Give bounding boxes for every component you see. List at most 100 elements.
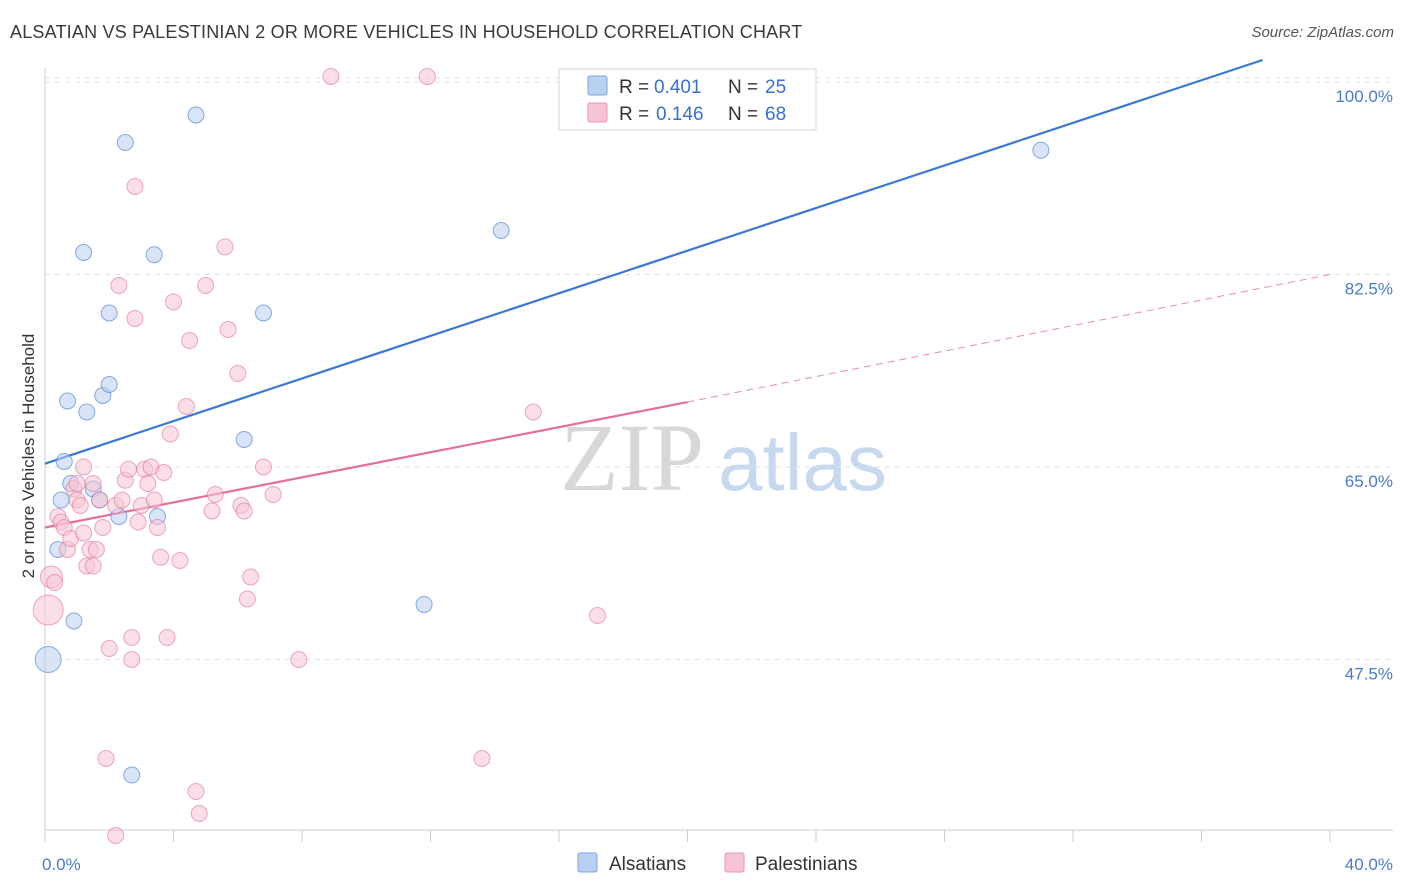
point-palestinians-52 bbox=[229, 365, 247, 382]
point-palestinians-39 bbox=[158, 629, 176, 646]
point-alsatians-16 bbox=[123, 766, 141, 784]
x-tick-max: 40.0% bbox=[1345, 855, 1393, 874]
point-palestinians-55 bbox=[238, 590, 256, 608]
point-palestinians-62 bbox=[473, 750, 491, 767]
x-tick-min: 0.0% bbox=[42, 855, 81, 874]
series-legend: Alsatians Palestinians bbox=[577, 852, 857, 875]
point-palestinians-36 bbox=[148, 519, 166, 536]
point-palestinians-35 bbox=[145, 491, 163, 509]
data-points bbox=[32, 68, 1050, 844]
point-alsatians-24 bbox=[1032, 141, 1050, 159]
point-alsatians-4 bbox=[58, 392, 76, 410]
point-palestinians-19 bbox=[97, 750, 115, 767]
axes bbox=[44, 68, 1393, 842]
point-palestinians-61 bbox=[418, 68, 436, 85]
legend-n-value-palestinians: 68 bbox=[765, 104, 786, 125]
point-alsatians-20 bbox=[235, 431, 253, 448]
point-palestinians-65 bbox=[46, 574, 64, 591]
point-alsatians-6 bbox=[65, 612, 83, 630]
point-palestinians-59 bbox=[290, 651, 308, 668]
point-palestinians-23 bbox=[110, 277, 128, 294]
point-palestinians-38 bbox=[155, 464, 173, 481]
point-palestinians-67 bbox=[129, 513, 147, 531]
point-palestinians-30 bbox=[126, 310, 144, 327]
point-palestinians-17 bbox=[91, 491, 109, 509]
point-palestinians-43 bbox=[177, 398, 195, 415]
point-palestinians-37 bbox=[152, 548, 170, 566]
bottom-legend-label-palestinians: Palestinians bbox=[755, 854, 857, 875]
y-tick-labels: 47.5% 65.0% 82.5% 100.0% bbox=[1335, 87, 1393, 684]
y-tick-label-82.5: 82.5% bbox=[1345, 280, 1393, 299]
point-alsatians-21 bbox=[254, 304, 272, 322]
point-palestinians-15 bbox=[84, 475, 102, 492]
y-tick-label-100: 100.0% bbox=[1335, 87, 1393, 106]
point-alsatians-15 bbox=[116, 134, 134, 151]
trend-line-extension-palestinians bbox=[687, 274, 1331, 403]
point-palestinians-28 bbox=[123, 629, 141, 646]
bottom-legend-swatch-alsatians bbox=[577, 852, 598, 873]
point-palestinians-9 bbox=[71, 497, 89, 514]
point-alsatians-22 bbox=[415, 596, 433, 613]
point-alsatians-2 bbox=[52, 491, 70, 509]
point-alsatians-0 bbox=[34, 646, 62, 673]
point-palestinians-20 bbox=[100, 640, 118, 657]
point-palestinians-54 bbox=[235, 502, 253, 520]
watermark-atlas: atlas bbox=[718, 418, 887, 507]
point-palestinians-57 bbox=[254, 458, 272, 476]
point-alsatians-17 bbox=[145, 246, 163, 264]
point-palestinians-10 bbox=[75, 524, 93, 542]
legend-n-label-alsatians: N = bbox=[728, 77, 758, 98]
point-palestinians-56 bbox=[242, 568, 260, 586]
point-palestinians-42 bbox=[171, 552, 189, 569]
legend-n-label-palestinians: N = bbox=[728, 104, 758, 125]
point-alsatians-7 bbox=[75, 244, 93, 261]
point-palestinians-49 bbox=[206, 486, 224, 503]
point-palestinians-0 bbox=[32, 594, 64, 626]
point-alsatians-13 bbox=[100, 304, 118, 322]
stats-legend: R = 0.401 N = 25 R = 0.146 N = 68 bbox=[558, 68, 817, 131]
point-palestinians-16 bbox=[87, 541, 105, 558]
point-palestinians-46 bbox=[190, 805, 208, 822]
point-palestinians-41 bbox=[165, 293, 182, 311]
legend-r-label-alsatians: R = bbox=[619, 77, 649, 98]
point-palestinians-40 bbox=[161, 425, 179, 443]
legend-swatch-alsatians bbox=[587, 75, 608, 96]
legend-r-label-palestinians: R = bbox=[619, 104, 649, 125]
point-alsatians-3 bbox=[55, 453, 73, 470]
point-palestinians-24 bbox=[113, 491, 131, 509]
point-palestinians-18 bbox=[94, 519, 112, 536]
point-alsatians-12 bbox=[100, 376, 118, 393]
point-palestinians-63 bbox=[524, 403, 542, 421]
legend-n-value-alsatians: 25 bbox=[765, 77, 786, 98]
point-palestinians-66 bbox=[68, 475, 86, 492]
point-palestinians-45 bbox=[187, 783, 205, 800]
bottom-legend-swatch-palestinians bbox=[724, 852, 745, 873]
y-tick-label-47.5: 47.5% bbox=[1345, 665, 1393, 684]
point-alsatians-8 bbox=[78, 403, 96, 421]
point-alsatians-23 bbox=[492, 222, 510, 239]
bottom-legend-label-alsatians: Alsatians bbox=[609, 854, 686, 875]
point-palestinians-22 bbox=[107, 827, 125, 844]
legend-swatch-palestinians bbox=[587, 102, 608, 123]
point-palestinians-47 bbox=[197, 277, 215, 294]
y-tick-label-65: 65.0% bbox=[1345, 472, 1393, 491]
watermark-zip: ZIP bbox=[560, 404, 704, 511]
point-palestinians-64 bbox=[589, 607, 607, 624]
point-palestinians-29 bbox=[126, 178, 144, 195]
point-palestinians-44 bbox=[181, 332, 199, 349]
point-palestinians-48 bbox=[203, 502, 221, 520]
point-palestinians-14 bbox=[84, 557, 102, 575]
chart-title: ALSATIAN VS PALESTINIAN 2 OR MORE VEHICL… bbox=[10, 22, 803, 42]
point-palestinians-60 bbox=[322, 68, 340, 85]
point-palestinians-33 bbox=[139, 475, 157, 492]
trend-line-alsatians bbox=[44, 58, 1263, 465]
point-palestinians-58 bbox=[264, 486, 282, 503]
y-axis-label: 2 or more Vehicles in Household bbox=[19, 334, 38, 579]
legend-r-value-alsatians: 0.401 bbox=[654, 77, 702, 98]
point-palestinians-51 bbox=[219, 321, 237, 338]
point-palestinians-27 bbox=[123, 651, 141, 668]
point-alsatians-19 bbox=[187, 106, 205, 124]
point-palestinians-26 bbox=[120, 460, 138, 478]
source-label: Source: ZipAtlas.com bbox=[1251, 24, 1394, 41]
